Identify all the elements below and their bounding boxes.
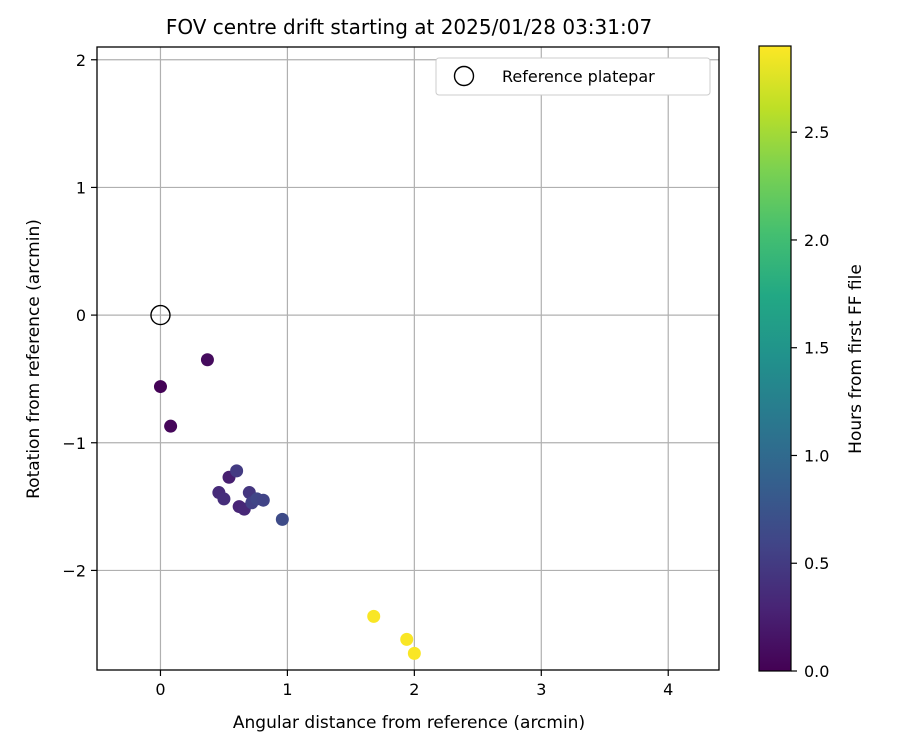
data-point [256,493,270,507]
colorbar-tick-label: 2.5 [804,123,829,142]
data-point [275,512,289,526]
chart-title: FOV centre drift starting at 2025/01/28 … [166,15,652,39]
data-points [153,353,421,660]
colorbar-tick-label: 0.0 [804,662,829,681]
x-tick-label: 4 [663,680,673,699]
legend: Reference platepar [435,57,711,96]
y-tick-label: 2 [76,51,86,70]
data-point [407,646,421,660]
colorbar-tick-label: 2.0 [804,231,829,250]
legend-marker [453,65,475,87]
x-tick-label: 2 [409,680,419,699]
data-point [164,419,178,433]
data-point [217,492,231,506]
colorbar-label: Hours from first FF file [846,264,866,454]
plot-frame [96,46,720,671]
data-point [367,609,381,623]
y-axis-label: Rotation from reference (arcmin) [24,219,44,499]
x-tick-label: 1 [282,680,292,699]
legend-label: Reference platepar [502,67,655,86]
y-axis-ticks: −2 −1 0 1 2 [62,51,97,580]
x-tick-label: 3 [536,680,546,699]
y-tick-label: −1 [62,434,86,453]
data-point [153,380,167,394]
y-tick-label: −2 [62,561,86,580]
data-point [200,353,214,367]
colorbar-gradient [758,45,792,672]
colorbar-tick-label: 1.5 [804,339,829,358]
grid-lines [97,47,719,670]
data-point [230,464,244,478]
reference-marker [150,304,171,326]
x-tick-label: 0 [155,680,165,699]
y-tick-label: 0 [76,306,86,325]
legend-box [435,57,711,96]
reference-point [150,304,171,326]
data-point [400,632,414,646]
y-tick-label: 1 [76,178,86,197]
colorbar-tick-label: 1.0 [804,446,829,465]
colorbar: 0.0 0.5 1.0 1.5 2.0 2.5 Hours from first FF f… [758,45,866,681]
colorbar-ticks: 0.0 0.5 1.0 1.5 2.0 2.5 [791,123,829,681]
colorbar-tick-label: 0.5 [804,554,829,573]
x-axis-ticks: 0 1 2 3 4 [155,670,673,699]
x-axis-label: Angular distance from reference (arcmin) [233,713,585,733]
